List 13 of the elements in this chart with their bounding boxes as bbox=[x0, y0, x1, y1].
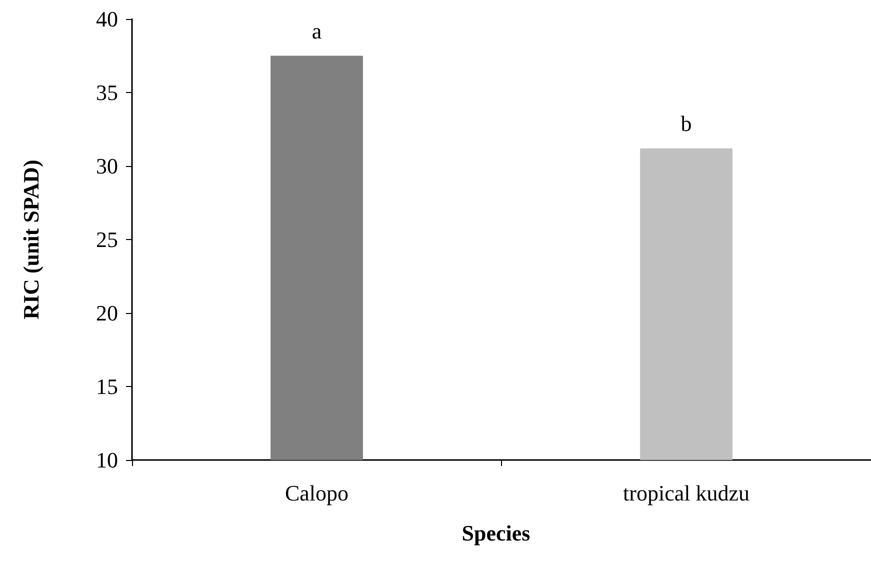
y-axis-title: RIC (unit SPAD) bbox=[18, 160, 44, 320]
y-tick-label: 20 bbox=[96, 300, 118, 326]
y-tick-label: 40 bbox=[96, 6, 118, 32]
y-tick-label: 10 bbox=[96, 448, 118, 472]
x-tick-label: Calopo bbox=[284, 480, 349, 506]
y-tick-label: 30 bbox=[96, 154, 118, 178]
x-tick-label: tropical kudzu bbox=[623, 480, 750, 506]
y-tick-label: 15 bbox=[96, 374, 118, 399]
x-axis-title: Species bbox=[462, 520, 531, 546]
y-tick-label: 25 bbox=[96, 227, 118, 252]
y-tick-label: 35 bbox=[96, 80, 118, 105]
annotation: a bbox=[312, 18, 322, 44]
annotation: b bbox=[680, 110, 692, 136]
